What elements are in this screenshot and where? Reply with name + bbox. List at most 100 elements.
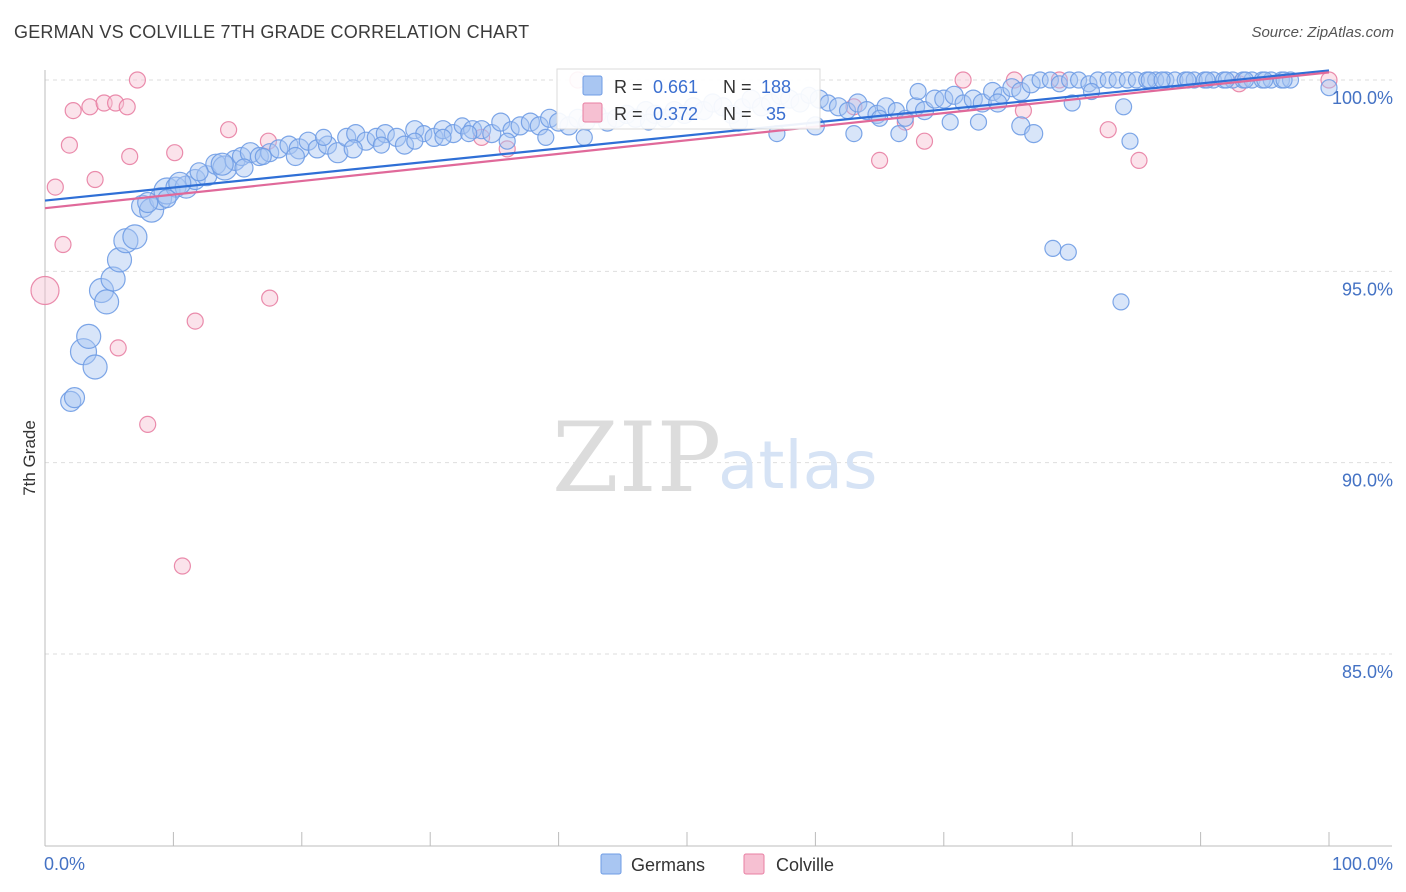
germans-point <box>212 155 238 181</box>
colville-point <box>954 71 972 89</box>
legend: Germans Colville <box>600 853 834 875</box>
watermark: ZIP atlas <box>552 402 878 514</box>
germans-point <box>498 132 516 150</box>
germans-point <box>1060 71 1079 89</box>
germans-point <box>537 128 555 146</box>
germans-point <box>1153 71 1171 89</box>
germans-point <box>346 124 366 144</box>
germans-point <box>1118 71 1137 89</box>
colville-point <box>54 235 72 254</box>
y-tick-label-90: 90.0% <box>1342 471 1393 491</box>
germans-point <box>157 189 177 209</box>
colville-r-value: 0.372 <box>653 104 698 124</box>
germans-point <box>1320 79 1338 97</box>
germans-point <box>1059 243 1077 261</box>
colville-point <box>173 557 191 575</box>
colville-point <box>186 312 204 330</box>
germans-point <box>210 152 234 176</box>
germans-point <box>890 125 908 143</box>
colville-point <box>1130 151 1148 169</box>
colville-point <box>109 339 127 357</box>
germans-point <box>315 128 333 146</box>
germans-point <box>1044 239 1062 257</box>
x-tick-marks <box>44 832 1330 846</box>
trend-lines <box>44 69 1330 210</box>
germans-point <box>909 82 927 101</box>
source-label: Source: ZipAtlas.com <box>1251 24 1394 41</box>
colville-point <box>118 98 136 116</box>
colville-point <box>86 170 104 189</box>
germans-point <box>941 113 959 131</box>
germans-n-value: 188 <box>761 77 791 97</box>
germans-point <box>1041 71 1060 89</box>
germans-point <box>575 128 593 146</box>
colville-point <box>166 144 184 162</box>
germans-point <box>828 97 849 117</box>
colville-point <box>870 151 889 169</box>
legend-germans-swatch <box>600 853 622 875</box>
germans-point <box>269 139 289 159</box>
germans-point <box>1121 132 1139 150</box>
colville-point <box>121 147 139 166</box>
germans-point <box>1024 124 1044 144</box>
colville-point <box>1014 101 1033 120</box>
colville-point <box>261 289 279 307</box>
colville-n-label: N = <box>723 104 752 124</box>
germans-point <box>982 81 1003 102</box>
colville-point <box>915 132 934 150</box>
germans-point <box>76 323 102 349</box>
germans-point <box>1011 81 1031 102</box>
germans-stats-swatch <box>582 75 603 96</box>
germans-r-value: 0.661 <box>653 77 698 97</box>
germans-point <box>343 139 363 159</box>
y-tick-label-85: 85.0% <box>1342 662 1393 682</box>
legend-colville-swatch <box>743 853 765 875</box>
colville-point <box>220 121 238 139</box>
gridlines <box>45 79 1392 655</box>
legend-germans-label: Germans <box>631 855 705 875</box>
germans-point <box>63 387 86 409</box>
germans-point <box>969 113 988 131</box>
germans-point <box>460 125 478 143</box>
germans-point <box>100 266 126 292</box>
colville-point <box>64 101 82 120</box>
y-tick-label-100: 100.0% <box>1332 88 1393 108</box>
colville-point <box>1099 121 1117 139</box>
germans-point <box>327 142 349 164</box>
germans-point <box>249 146 269 167</box>
chart-title: GERMAN VS COLVILLE 7TH GRADE CORRELATION… <box>14 22 530 42</box>
germans-point <box>1050 75 1069 93</box>
germans-point <box>845 125 863 143</box>
germans-point <box>106 247 133 273</box>
germans-point <box>529 116 549 136</box>
y-tick-label-95: 95.0% <box>1342 279 1393 299</box>
colville-point <box>139 415 157 433</box>
germans-point <box>375 124 395 144</box>
germans-n-label: N = <box>723 77 752 97</box>
germans-point <box>387 127 407 147</box>
y-tick-labels: 85.0% 90.0% 95.0% 100.0% <box>1332 88 1393 682</box>
colville-r-label: R = <box>614 104 643 124</box>
germans-point <box>1112 293 1130 311</box>
germans-point <box>1114 98 1133 116</box>
colville-point <box>1050 71 1069 89</box>
colville-point <box>128 71 146 89</box>
germans-point <box>394 135 415 155</box>
germans-r-label: R = <box>614 77 643 97</box>
germans-point <box>93 289 120 315</box>
colville-point <box>81 98 99 116</box>
watermark-atlas: atlas <box>718 427 878 504</box>
germans-point <box>372 136 390 154</box>
colville-trend-line <box>44 71 1330 210</box>
germans-point <box>234 158 254 178</box>
germans-point <box>1069 71 1088 89</box>
colville-stats-swatch <box>582 102 603 123</box>
germans-point <box>510 116 530 136</box>
stats-box: R = 0.661 N = 188 R = 0.372 N = 35 <box>556 68 821 130</box>
colville-point <box>60 136 79 154</box>
germans-point <box>285 146 305 167</box>
germans-point <box>254 147 272 166</box>
germans-point <box>82 354 108 380</box>
germans-point <box>189 162 209 182</box>
